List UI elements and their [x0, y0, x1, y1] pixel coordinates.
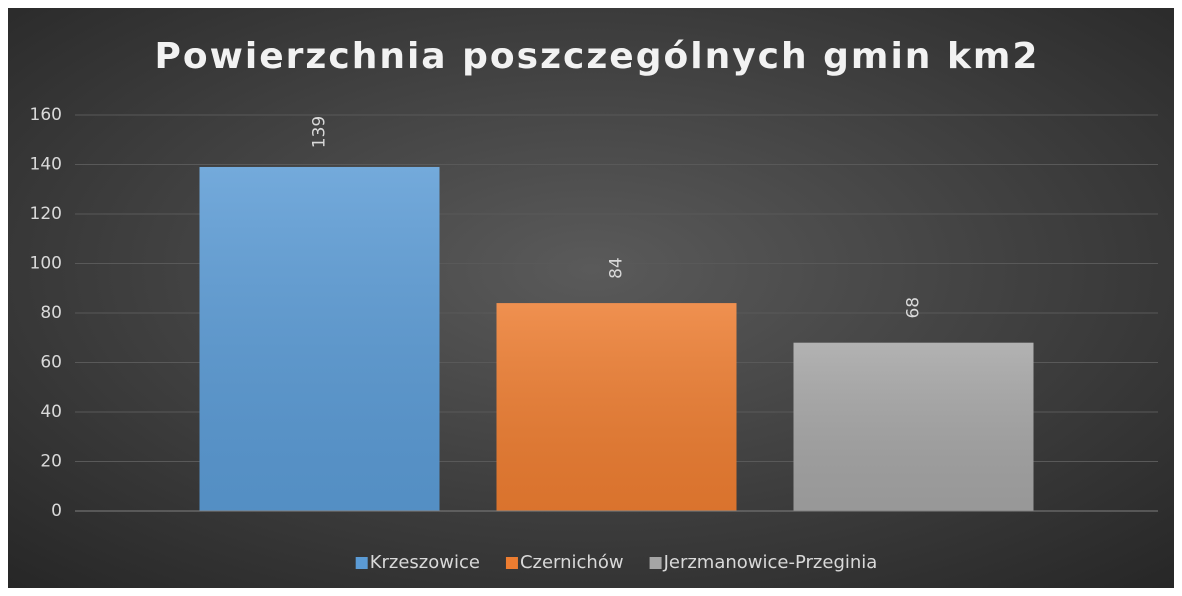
- chart-title: Powierzchnia poszczególnych gmin km2: [155, 36, 1040, 77]
- y-tick-label: 140: [30, 155, 62, 175]
- data-label: 139: [310, 116, 330, 148]
- y-tick-label: 20: [40, 452, 62, 472]
- y-tick-label: 40: [40, 402, 62, 422]
- y-tick-label: 100: [30, 254, 62, 274]
- legend-swatch: [355, 557, 368, 569]
- legend-label: Jerzmanowice-Przeginia: [663, 552, 878, 573]
- y-tick-label: 80: [40, 303, 62, 323]
- data-label: 68: [904, 297, 924, 319]
- legend-swatch: [505, 557, 518, 569]
- y-tick-label: 160: [30, 105, 62, 125]
- legend-swatch: [649, 557, 662, 569]
- bar-sheen: [199, 166, 440, 511]
- y-tick-label: 0: [51, 501, 62, 521]
- y-tick-label: 120: [30, 204, 62, 224]
- y-tick-label: 60: [40, 353, 62, 373]
- data-label: 84: [607, 257, 627, 279]
- bar-sheen: [793, 342, 1034, 511]
- bar-sheen: [496, 303, 737, 511]
- legend-label: Krzeszowice: [370, 552, 480, 573]
- legend-label: Czernichów: [520, 552, 624, 573]
